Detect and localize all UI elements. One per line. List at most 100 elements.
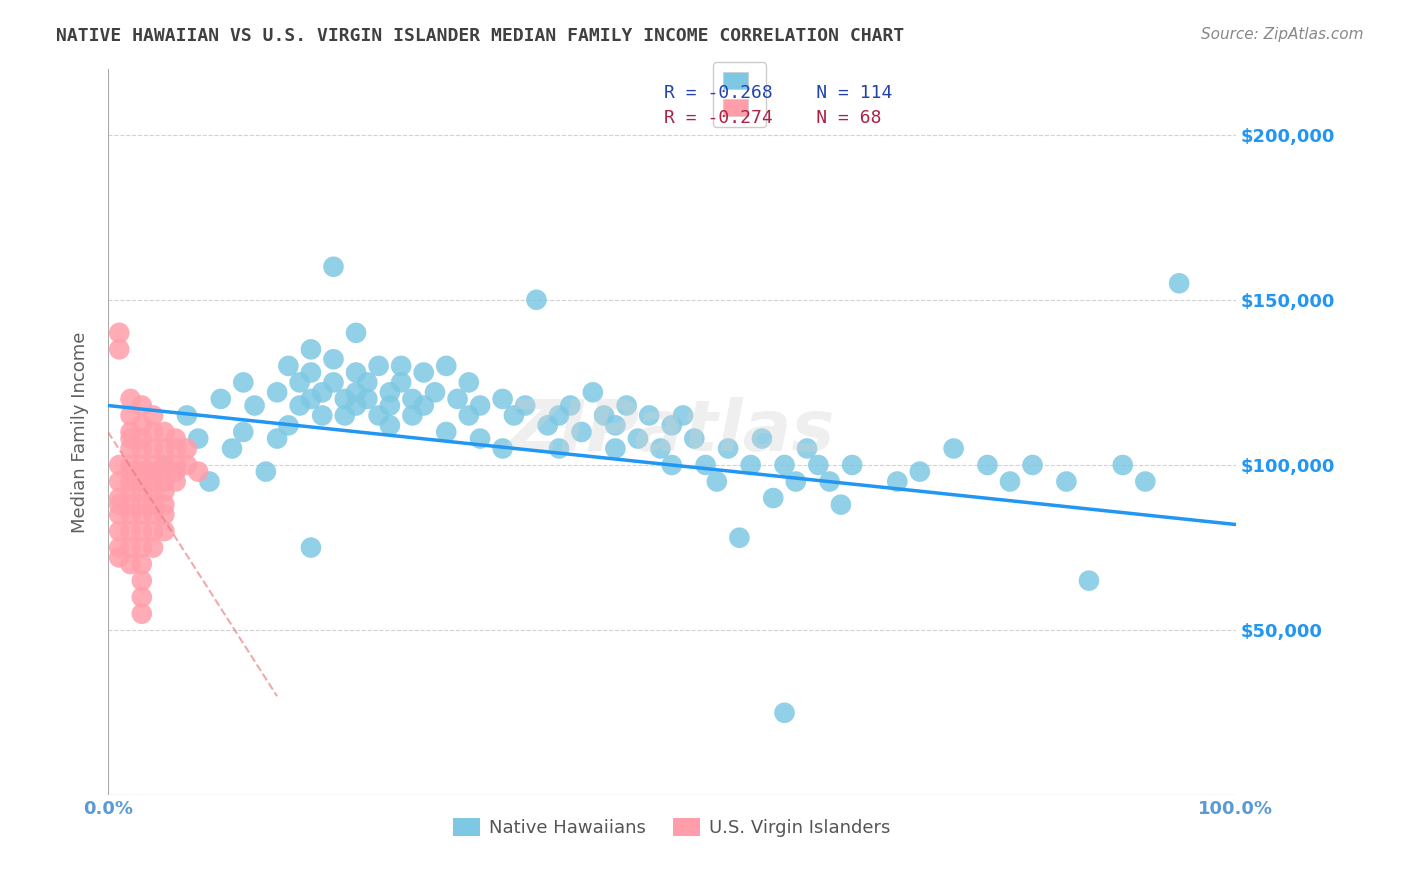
Point <box>515 399 537 413</box>
Point <box>299 392 322 406</box>
Point <box>142 524 165 538</box>
Point <box>491 442 513 456</box>
Point <box>176 442 198 456</box>
Point <box>120 432 142 446</box>
Point <box>209 392 232 406</box>
Point <box>165 475 187 489</box>
Point <box>142 484 165 499</box>
Point <box>807 458 830 472</box>
Point <box>412 366 434 380</box>
Point <box>627 432 650 446</box>
Point <box>131 418 153 433</box>
Point <box>131 607 153 621</box>
Point <box>187 465 209 479</box>
Point <box>560 399 582 413</box>
Point <box>142 498 165 512</box>
Point <box>131 590 153 604</box>
Point <box>389 359 412 373</box>
Point <box>266 385 288 400</box>
Point <box>120 508 142 522</box>
Point <box>108 508 131 522</box>
Point <box>1021 458 1043 472</box>
Point <box>142 409 165 423</box>
Point <box>841 458 863 472</box>
Point <box>412 399 434 413</box>
Point <box>333 392 356 406</box>
Point <box>120 557 142 571</box>
Point <box>908 465 931 479</box>
Point <box>165 442 187 456</box>
Point <box>142 475 165 489</box>
Text: Source: ZipAtlas.com: Source: ZipAtlas.com <box>1201 27 1364 42</box>
Point <box>706 475 728 489</box>
Point <box>153 484 176 499</box>
Point <box>131 508 153 522</box>
Point <box>108 491 131 505</box>
Point <box>976 458 998 472</box>
Point <box>717 442 740 456</box>
Point <box>650 442 672 456</box>
Point <box>311 385 333 400</box>
Point <box>142 541 165 555</box>
Point <box>131 498 153 512</box>
Point <box>108 498 131 512</box>
Point <box>142 425 165 439</box>
Point <box>165 458 187 472</box>
Y-axis label: Median Family Income: Median Family Income <box>72 331 89 533</box>
Point <box>751 432 773 446</box>
Point <box>131 458 153 472</box>
Point <box>389 376 412 390</box>
Point <box>165 465 187 479</box>
Point <box>468 432 491 446</box>
Point <box>108 326 131 340</box>
Point <box>153 475 176 489</box>
Point <box>638 409 661 423</box>
Point <box>593 409 616 423</box>
Point <box>695 458 717 472</box>
Point <box>299 541 322 555</box>
Point <box>1168 277 1191 291</box>
Point <box>468 399 491 413</box>
Point <box>796 442 818 456</box>
Text: ZIPatlas: ZIPatlas <box>508 398 835 467</box>
Point <box>142 458 165 472</box>
Point <box>344 385 367 400</box>
Point <box>176 409 198 423</box>
Point <box>254 465 277 479</box>
Point <box>243 399 266 413</box>
Point <box>998 475 1021 489</box>
Point <box>131 399 153 413</box>
Point <box>548 442 571 456</box>
Point <box>322 260 344 274</box>
Point <box>120 425 142 439</box>
Point <box>356 392 378 406</box>
Point <box>131 475 153 489</box>
Point <box>616 399 638 413</box>
Point <box>142 465 165 479</box>
Point <box>401 392 423 406</box>
Point <box>322 352 344 367</box>
Point <box>672 409 695 423</box>
Point <box>773 706 796 720</box>
Point <box>153 465 176 479</box>
Point <box>131 557 153 571</box>
Point <box>661 418 683 433</box>
Point <box>288 399 311 413</box>
Point <box>571 425 593 439</box>
Point <box>605 418 627 433</box>
Point <box>661 458 683 472</box>
Point <box>762 491 785 505</box>
Point <box>120 475 142 489</box>
Point <box>232 425 254 439</box>
Point <box>120 442 142 456</box>
Point <box>176 458 198 472</box>
Point <box>434 359 457 373</box>
Point <box>120 392 142 406</box>
Point <box>131 541 153 555</box>
Point <box>108 550 131 565</box>
Point <box>288 376 311 390</box>
Point <box>344 326 367 340</box>
Point <box>830 498 852 512</box>
Legend: Native Hawaiians, U.S. Virgin Islanders: Native Hawaiians, U.S. Virgin Islanders <box>446 811 898 845</box>
Point <box>548 409 571 423</box>
